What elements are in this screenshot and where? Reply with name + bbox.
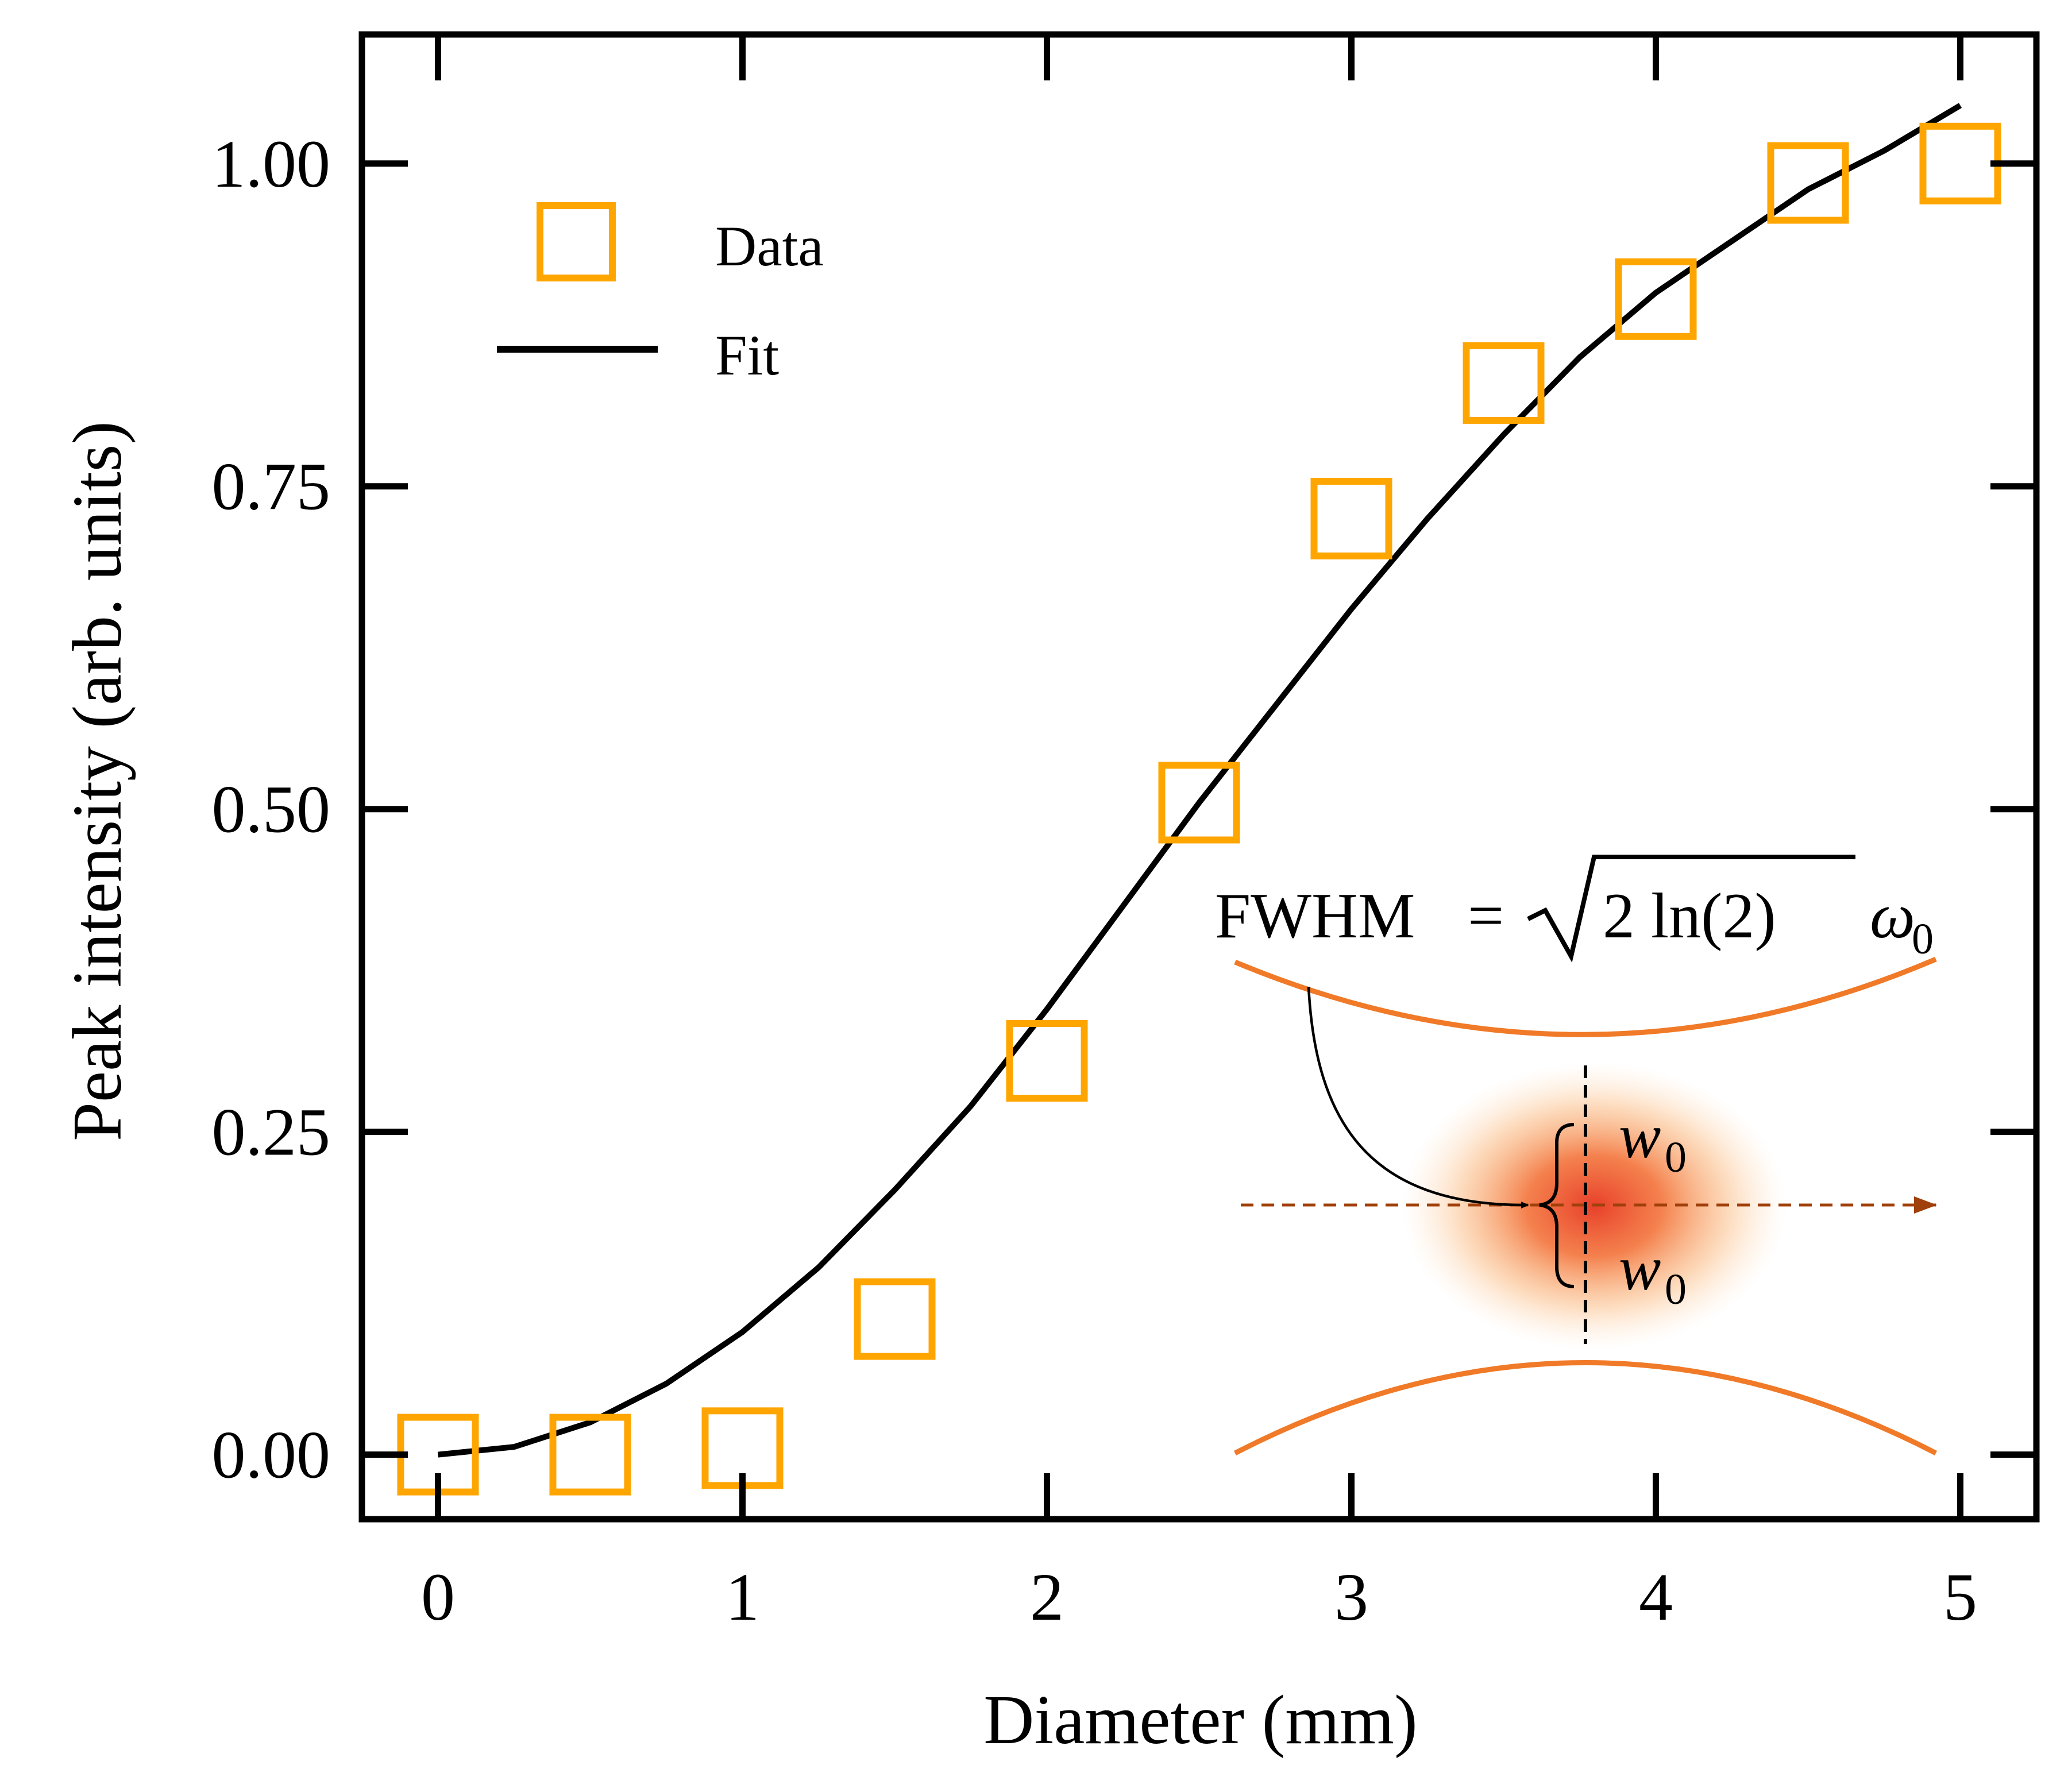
pointer-arrow [1307,986,1529,1209]
beam-lower-edge [1233,1360,1938,1455]
data-point [1615,258,1697,340]
ticks-layer: 0 1 2 3 4 5 0.00 0.25 0.50 0.75 1.00 [212,34,2036,1635]
plot-frame [358,31,2040,1523]
legend-label-fit: Fit [715,323,779,387]
sqrt-icon [1527,855,1855,963]
beam-upper-edge [1234,956,1937,1037]
legend-label-data: Data [715,214,824,278]
fwhm-equation: FWHM = 2 ln(2) ω 0 [1215,855,1934,963]
equation-radicand: 2 ln(2) [1603,880,1776,952]
x-tick-label: 3 [1334,1559,1368,1635]
data-point [1767,142,1849,224]
x-tick-label: 4 [1639,1559,1673,1635]
lower-waist-label: w [1619,1233,1661,1303]
data-point [1463,342,1545,424]
y-tick-label: 0.75 [212,449,331,524]
equation-lhs: FWHM [1215,880,1415,952]
data-point [1158,762,1240,844]
data-layer [397,103,2001,1496]
upper-waist-label: w [1619,1101,1661,1171]
y-tick-label: 1.00 [212,126,331,202]
x-tick-label: 1 [726,1559,759,1635]
beam-inset: FWHM = 2 ln(2) ω 0 w 0 w 0 [1215,855,1938,1455]
legend-marker-data [537,202,616,281]
y-tick-label: 0.25 [212,1095,331,1170]
data-point [1006,1020,1088,1102]
fit-line [437,103,1962,1458]
equation-omega-subscript: 0 [1912,915,1934,963]
lower-waist-subscript: 0 [1665,1265,1687,1314]
data-point [1919,122,2001,204]
data-point [549,1413,631,1496]
equation-omega: ω [1870,880,1915,952]
equation-equals: = [1468,880,1504,952]
x-tick-label: 5 [1943,1559,1977,1635]
x-axis-label: Diameter (mm) [983,1681,1417,1759]
data-point [1310,477,1392,559]
x-tick-label: 2 [1030,1559,1064,1635]
x-tick-label: 0 [421,1559,455,1635]
axes-layer [358,31,2040,1523]
data-point [854,1278,936,1360]
y-axis-label: Peak intensity (arb. units) [59,421,136,1141]
brace-icon [1539,1123,1575,1288]
y-tick-label: 0.00 [212,1418,331,1493]
y-tick-label: 0.50 [212,772,331,847]
legend: Data Fit [497,202,824,387]
upper-waist-subscript: 0 [1665,1133,1687,1181]
